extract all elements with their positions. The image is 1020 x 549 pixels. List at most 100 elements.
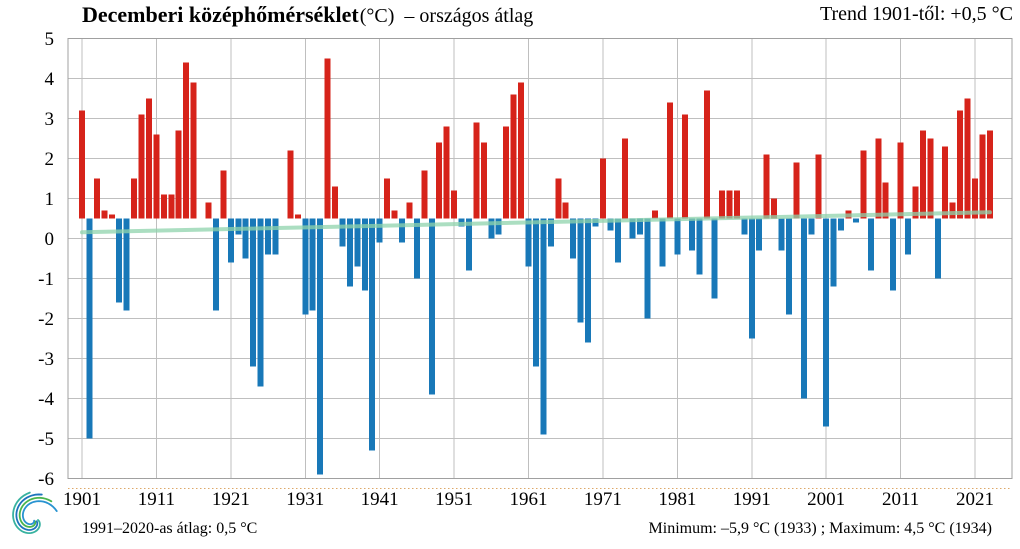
x-tick-label: 1931: [286, 489, 324, 510]
temperature-bar: [897, 142, 904, 219]
temperature-bar: [183, 62, 190, 219]
temperature-bar: [86, 218, 93, 439]
temperature-bar: [748, 218, 755, 339]
temperature-bar: [919, 130, 926, 219]
temperature-bar: [324, 58, 331, 219]
title-suffix: – országos átlag: [404, 5, 534, 27]
temperature-bar: [116, 218, 123, 303]
temperature-bar: [235, 218, 242, 235]
temperature-bar: [227, 218, 234, 263]
temperature-bar: [711, 218, 718, 299]
temperature-bar: [607, 218, 614, 231]
temperature-bar: [376, 218, 383, 243]
temperature-bar: [577, 218, 584, 323]
x-tick-label: 2011: [882, 489, 919, 510]
y-tick-label: -6: [38, 469, 54, 490]
baseline-average-note: 1991–2020-as átlag: 0,5 °C: [82, 520, 258, 537]
temperature-bar: [250, 218, 257, 367]
temperature-bar: [443, 126, 450, 219]
temperature-bar: [465, 218, 472, 271]
y-tick-label: -3: [38, 349, 54, 370]
temperature-bar: [875, 138, 882, 219]
temperature-bar: [510, 94, 517, 219]
temperature-bar: [488, 218, 495, 239]
x-tick-label: 1991: [733, 489, 771, 510]
temperature-bar: [860, 150, 867, 219]
temperature-bar: [131, 178, 138, 219]
temperature-bar: [309, 218, 316, 311]
temperature-bar: [294, 214, 301, 219]
temperature-bar: [756, 218, 763, 251]
temperature-bar: [838, 218, 845, 231]
temperature-bar: [153, 134, 160, 219]
temperature-bar: [138, 114, 145, 219]
temperature-bar: [905, 218, 912, 255]
logo-spiral-arm: [15, 493, 43, 531]
temperature-bar: [637, 218, 644, 235]
x-tick-label: 1951: [435, 489, 473, 510]
x-tick-label: 1941: [361, 489, 399, 510]
temperature-bar: [867, 218, 874, 271]
temperature-bar: [547, 218, 554, 247]
temperature-bar: [212, 218, 219, 311]
temperature-bar: [704, 90, 711, 219]
title-main: Decemberi középhőmérséklet: [82, 2, 359, 27]
temperature-bar: [145, 98, 152, 219]
y-tick-label: -4: [38, 389, 54, 410]
x-tick-label: 1961: [510, 489, 548, 510]
temperature-bar: [428, 218, 435, 395]
temperature-bar: [912, 186, 919, 219]
x-tick-label: 1901: [63, 489, 101, 510]
temperature-bar: [964, 98, 971, 219]
temperature-bar: [346, 218, 353, 287]
x-tick-label: 1921: [212, 489, 250, 510]
temperature-bar: [763, 154, 770, 219]
temperature-bar: [332, 186, 339, 219]
temperature-bar: [555, 178, 562, 219]
x-tick-label: 1971: [584, 489, 622, 510]
temperature-bar: [473, 122, 480, 219]
temperature-bar: [302, 218, 309, 315]
temperature-bar: [369, 218, 376, 451]
temperature-bar: [175, 130, 182, 219]
temperature-bar: [287, 150, 294, 219]
temperature-bar: [659, 218, 666, 267]
temperature-bar: [599, 158, 606, 219]
temperature-bar: [830, 218, 837, 287]
x-tick-label: 1981: [658, 489, 696, 510]
temperature-bar: [674, 218, 681, 255]
temperature-bar: [629, 218, 636, 239]
temperature-bar: [741, 218, 748, 235]
y-tick-label: 1: [45, 189, 55, 210]
temperature-bar: [852, 218, 859, 223]
temperature-bar: [168, 194, 175, 219]
y-tick-label: 2: [45, 149, 55, 170]
y-tick-label: -1: [38, 269, 54, 290]
temperature-bar: [733, 190, 740, 219]
temperature-bar: [413, 218, 420, 279]
y-tick-label: 5: [45, 29, 55, 50]
temperature-bar: [979, 134, 986, 219]
temperature-bar: [585, 218, 592, 343]
temperature-bar: [882, 182, 889, 219]
y-tick-label: -2: [38, 309, 54, 330]
temperature-bar: [79, 110, 85, 219]
temperature-bar: [532, 218, 539, 367]
temperature-bar: [652, 210, 659, 219]
y-tick-label: 0: [45, 229, 55, 250]
temperature-bar: [265, 218, 272, 255]
temperature-bar: [160, 194, 167, 219]
x-tick-label: 1911: [138, 489, 175, 510]
temperature-bar: [540, 218, 547, 435]
temperature-bar: [808, 218, 815, 235]
minimum-maximum-note: Minimum: –5,9 °C (1933) ; Maximum: 4,5 °…: [648, 520, 992, 537]
header-row: Decemberi középhőmérséklet(°C) – országo…: [0, 0, 1020, 32]
temperature-bar: [726, 190, 733, 219]
temperature-bar: [778, 218, 785, 251]
omsz-spiral-logo: [12, 491, 58, 535]
temperature-bar: [220, 170, 227, 219]
temperature-bar: [689, 218, 696, 251]
page-title: Decemberi középhőmérséklet(°C) – országo…: [82, 2, 533, 28]
